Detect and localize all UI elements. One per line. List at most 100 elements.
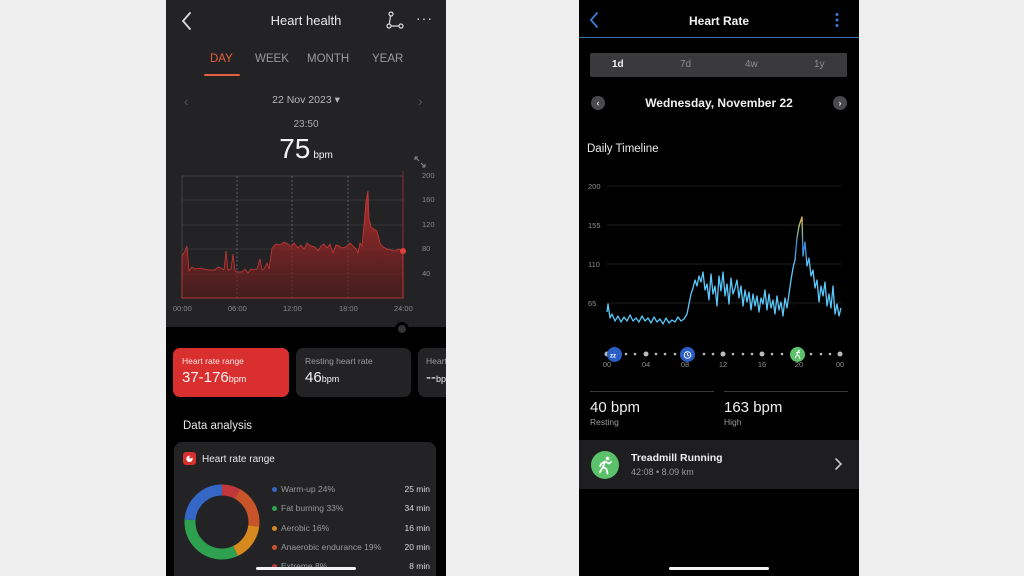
activity-subtitle: 42:08 • 8.09 km [631, 467, 694, 477]
stat-high: 163 bpm High [724, 391, 848, 427]
active-tab-indicator [204, 74, 240, 76]
prev-day-button[interactable]: ‹ [184, 93, 189, 109]
card-heart-rate-range[interactable]: Heart rate range 37-176bpm [173, 348, 289, 397]
y-tick-110: 110 [588, 260, 600, 269]
card-resting-heart-rate[interactable]: Resting heart rate 46bpm [296, 348, 411, 397]
date-picker[interactable]: 22 Nov 2023 ▾ [272, 94, 340, 106]
card-title: Heart rate range [202, 454, 275, 465]
card-value: 46bpm [305, 369, 340, 386]
chevron-right-icon [835, 458, 843, 470]
y-tick-200: 200 [422, 171, 435, 180]
daily-event-timeline: zz 00 04 08 12 16 20 00 [579, 344, 859, 374]
timeline-label-00-end: 00 [835, 360, 845, 369]
tab-month[interactable]: MONTH [307, 53, 350, 65]
prev-day-button[interactable]: ‹ [591, 96, 605, 110]
x-tick-2400: 24:00 [394, 304, 413, 313]
ellipsis-icon[interactable]: ··· [416, 10, 433, 26]
legend-anaerobic-endurance: Anaerobic endurance 19% 20 min [272, 541, 430, 560]
timeline-label-00: 00 [602, 360, 612, 369]
stat-label: High [724, 417, 742, 427]
panel-drag-handle[interactable] [395, 322, 409, 336]
segment-1d[interactable]: 1d [612, 59, 624, 70]
chevron-left-icon[interactable] [178, 10, 198, 32]
legend-aerobic: Aerobic 16% 16 min [272, 522, 430, 541]
date-navigator: ‹ Wednesday, November 22 › [579, 93, 859, 113]
heart-rate-range-card[interactable]: Heart rate range Warm-up 24% 25 min Fat b… [174, 442, 436, 576]
card-value: 37-176bpm [182, 369, 247, 386]
range-segmented-control: 1d 7d 4w 1y [590, 53, 847, 77]
timeline-label-08: 08 [680, 360, 690, 369]
card-heart-partial[interactable]: Heart --bpm [418, 348, 446, 397]
alarm-icon[interactable] [680, 347, 695, 362]
x-tick-0000: 00:00 [173, 304, 192, 313]
home-indicator[interactable] [669, 567, 769, 570]
y-tick-120: 120 [422, 220, 435, 229]
app-header: Heart Rate [579, 0, 859, 38]
running-icon[interactable] [790, 347, 805, 362]
sleep-icon[interactable]: zz [607, 347, 622, 362]
stat-label: Resting [590, 417, 619, 427]
summary-cards: Heart rate range 37-176bpm Resting heart… [173, 348, 446, 398]
activity-row-treadmill[interactable]: Treadmill Running 42:08 • 8.09 km [579, 440, 859, 489]
card-value: --bpm [426, 369, 446, 386]
card-label: Heart rate range [182, 356, 244, 366]
x-tick-1800: 18:00 [339, 304, 358, 313]
y-tick-160: 160 [422, 195, 435, 204]
app-header: Heart health ··· [166, 0, 446, 42]
legend-warm-up: Warm-up 24% 25 min [272, 483, 430, 502]
segment-1y[interactable]: 1y [814, 59, 825, 70]
card-label: Resting heart rate [305, 356, 373, 366]
timeline-label-20: 20 [794, 360, 804, 369]
next-day-button[interactable]: › [833, 96, 847, 110]
y-tick-200: 200 [588, 182, 601, 191]
activity-title: Treadmill Running [631, 452, 723, 464]
share-nodes-icon[interactable] [386, 11, 404, 29]
expand-icon[interactable] [413, 155, 427, 169]
stat-value: 40 bpm [590, 399, 641, 416]
timeline-label-04: 04 [641, 360, 651, 369]
selected-date: Wednesday, November 22 [645, 96, 793, 110]
timeline-label-16: 16 [757, 360, 767, 369]
top-panel: Heart health ··· DAY WEEK MONTH YEAR ‹ 2… [166, 0, 446, 327]
selected-time: 23:50 [293, 119, 319, 130]
zone-donut-chart [184, 484, 260, 560]
home-indicator[interactable] [256, 567, 356, 570]
heart-rate-screen: Heart Rate 1d 7d 4w 1y ‹ Wednesday, Nove… [579, 0, 859, 576]
x-tick-0600: 06:00 [228, 304, 247, 313]
zone-legend: Warm-up 24% 25 min Fat burning 33% 34 min … [272, 483, 430, 576]
heart-zone-icon [183, 452, 196, 465]
page-title: Heart health [270, 13, 342, 28]
current-bpm: 75 bpm [166, 133, 446, 165]
segment-7d[interactable]: 7d [680, 59, 692, 70]
heart-health-screen: Heart health ··· DAY WEEK MONTH YEAR ‹ 2… [166, 0, 446, 576]
section-title-daily-timeline: Daily Timeline [587, 143, 659, 155]
legend-fat-burning: Fat burning 33% 34 min [272, 502, 430, 521]
kebab-icon[interactable] [834, 12, 840, 28]
bpm-unit: bpm [313, 150, 333, 161]
daily-timeline-chart[interactable]: 200 155 110 65 [579, 176, 859, 336]
y-tick-40: 40 [422, 269, 431, 278]
tab-week[interactable]: WEEK [255, 53, 289, 65]
legend-extreme: Extreme 8%8 min [272, 560, 430, 576]
timeline-label-12: 12 [718, 360, 728, 369]
segment-4w[interactable]: 4w [745, 59, 758, 70]
stat-value: 163 bpm [724, 399, 783, 416]
stat-resting: 40 bpm Resting [590, 391, 714, 427]
heart-rate-stats: 40 bpm Resting 163 bpm High [590, 391, 848, 431]
page-title: Heart Rate [688, 14, 750, 28]
tab-day[interactable]: DAY [210, 53, 233, 65]
next-day-button[interactable]: › [418, 93, 423, 109]
y-tick-155: 155 [588, 221, 601, 230]
y-tick-80: 80 [422, 244, 431, 253]
bpm-value: 75 [279, 133, 311, 164]
y-tick-65: 65 [588, 299, 597, 308]
running-icon [591, 451, 619, 479]
chevron-left-icon[interactable] [587, 11, 601, 29]
x-tick-1200: 12:00 [283, 304, 302, 313]
heart-rate-day-chart[interactable]: 200 160 120 80 40 00:00 06:00 12:00 18:0… [173, 171, 442, 317]
period-tabs: DAY WEEK MONTH YEAR [166, 53, 446, 77]
date-navigator: ‹ 22 Nov 2023 ▾ › [166, 92, 446, 110]
tab-year[interactable]: YEAR [372, 53, 404, 65]
section-title-data-analysis: Data analysis [183, 420, 253, 432]
